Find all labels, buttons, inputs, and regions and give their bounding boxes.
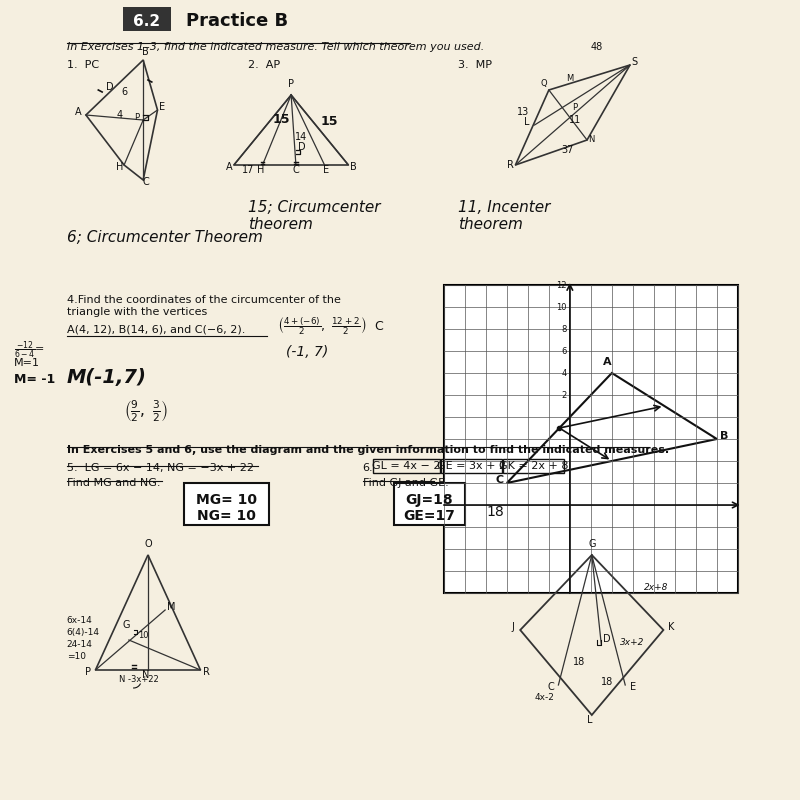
Text: R: R bbox=[202, 667, 210, 677]
Text: G: G bbox=[588, 539, 595, 549]
Text: S: S bbox=[632, 57, 638, 67]
FancyBboxPatch shape bbox=[394, 483, 465, 525]
Bar bbox=[444, 285, 738, 593]
Text: In Exercises 5 and 6, use the diagram and the given information to find the indi: In Exercises 5 and 6, use the diagram an… bbox=[67, 445, 669, 455]
Text: 18: 18 bbox=[573, 657, 585, 667]
Text: 12: 12 bbox=[557, 281, 567, 290]
Text: 2.  AP: 2. AP bbox=[248, 60, 280, 70]
Text: B: B bbox=[142, 47, 149, 57]
Text: D: D bbox=[298, 142, 306, 152]
Text: GE=17: GE=17 bbox=[404, 509, 455, 523]
Text: M=1: M=1 bbox=[14, 358, 40, 368]
Text: 1.  PC: 1. PC bbox=[67, 60, 99, 70]
Text: 14: 14 bbox=[294, 132, 307, 142]
Text: 10: 10 bbox=[557, 302, 567, 311]
Text: R: R bbox=[507, 160, 514, 170]
Text: 18: 18 bbox=[487, 505, 505, 519]
Text: 10: 10 bbox=[138, 631, 149, 640]
Text: D: D bbox=[106, 82, 114, 92]
Text: 4x-2: 4x-2 bbox=[534, 693, 554, 702]
Text: C: C bbox=[142, 177, 150, 187]
Text: 5.  LG = 6x − 14, NG = −3x + 22: 5. LG = 6x − 14, NG = −3x + 22 bbox=[67, 463, 254, 473]
Text: L: L bbox=[587, 715, 593, 725]
Text: 6; Circumcenter Theorem: 6; Circumcenter Theorem bbox=[67, 230, 262, 245]
Text: A: A bbox=[75, 107, 82, 117]
Text: O: O bbox=[144, 539, 152, 549]
Text: B: B bbox=[350, 162, 357, 172]
Text: M: M bbox=[166, 602, 175, 612]
Text: 6.2: 6.2 bbox=[134, 14, 161, 29]
Text: 4: 4 bbox=[116, 110, 122, 120]
Text: M= -1: M= -1 bbox=[14, 373, 55, 386]
Text: 6: 6 bbox=[562, 346, 567, 355]
Text: N: N bbox=[142, 670, 150, 680]
Text: J: J bbox=[511, 622, 514, 632]
Text: N -3x+22: N -3x+22 bbox=[118, 675, 158, 684]
Text: L: L bbox=[524, 117, 530, 127]
Text: B: B bbox=[720, 431, 729, 441]
Text: K: K bbox=[668, 622, 674, 632]
Text: A: A bbox=[602, 357, 611, 367]
Text: C: C bbox=[495, 475, 503, 485]
Text: NG= 10: NG= 10 bbox=[197, 509, 256, 523]
FancyBboxPatch shape bbox=[184, 483, 269, 525]
Text: $\left(\frac{9}{2},\ \frac{3}{2}\right)$: $\left(\frac{9}{2},\ \frac{3}{2}\right)$ bbox=[124, 398, 169, 424]
Text: 3.  MP: 3. MP bbox=[458, 60, 492, 70]
Text: 6x-14: 6x-14 bbox=[67, 616, 93, 625]
Text: Find GJ and GE.: Find GJ and GE. bbox=[362, 478, 449, 488]
Text: C: C bbox=[547, 682, 554, 692]
Text: E: E bbox=[323, 165, 330, 175]
Text: $\left(\frac{4+(-6)}{2},\ \frac{12+2}{2}\right)$  C: $\left(\frac{4+(-6)}{2},\ \frac{12+2}{2}… bbox=[277, 315, 384, 337]
Text: 13: 13 bbox=[517, 107, 530, 117]
Text: MG= 10: MG= 10 bbox=[196, 493, 257, 507]
Text: Find MG and NG.: Find MG and NG. bbox=[67, 478, 160, 488]
Text: GK = 2x + 8: GK = 2x + 8 bbox=[499, 461, 568, 471]
Text: D: D bbox=[603, 634, 611, 644]
Text: 2: 2 bbox=[562, 390, 567, 399]
Text: 18: 18 bbox=[602, 677, 614, 687]
Text: E: E bbox=[630, 682, 636, 692]
Text: 17: 17 bbox=[242, 165, 254, 175]
Text: 3x+2: 3x+2 bbox=[621, 638, 645, 647]
Text: A(4, 12), B(14, 6), and C(−6, 2).: A(4, 12), B(14, 6), and C(−6, 2). bbox=[67, 325, 245, 335]
Text: G: G bbox=[122, 620, 130, 630]
Text: 24-14: 24-14 bbox=[67, 640, 93, 649]
Text: 37: 37 bbox=[562, 145, 574, 155]
Text: C: C bbox=[293, 165, 299, 175]
Text: Q: Q bbox=[541, 79, 547, 88]
Text: P: P bbox=[572, 103, 577, 112]
Text: Practice B: Practice B bbox=[186, 12, 288, 30]
Text: 2x+8: 2x+8 bbox=[644, 583, 669, 592]
Text: P: P bbox=[85, 667, 91, 677]
Text: In Exercises 1–3, find the indicated measure. Tell which theorem you used.: In Exercises 1–3, find the indicated mea… bbox=[67, 42, 484, 52]
Text: 48: 48 bbox=[590, 42, 602, 52]
Text: 4.Find the coordinates of the circumcenter of the
triangle with the vertices: 4.Find the coordinates of the circumcent… bbox=[67, 295, 341, 317]
Text: H: H bbox=[116, 162, 123, 172]
Text: 4: 4 bbox=[562, 369, 567, 378]
Text: 6(4)-14: 6(4)-14 bbox=[67, 628, 100, 637]
Text: GE = 3x + 2: GE = 3x + 2 bbox=[437, 461, 506, 471]
Text: 11: 11 bbox=[569, 115, 581, 125]
Text: =10: =10 bbox=[67, 652, 86, 661]
Text: 15; Circumcenter
theorem: 15; Circumcenter theorem bbox=[248, 200, 381, 232]
Text: M(-1,7): M(-1,7) bbox=[67, 368, 146, 387]
Text: (-1, 7): (-1, 7) bbox=[286, 345, 329, 359]
Text: 11, Incenter
theorem: 11, Incenter theorem bbox=[458, 200, 550, 232]
Text: H: H bbox=[257, 165, 264, 175]
Text: N: N bbox=[588, 135, 594, 144]
Text: A: A bbox=[226, 162, 233, 172]
FancyBboxPatch shape bbox=[123, 7, 171, 31]
Text: GJ=18: GJ=18 bbox=[406, 493, 454, 507]
Text: 15: 15 bbox=[273, 113, 290, 126]
Text: P: P bbox=[134, 113, 139, 122]
Text: E: E bbox=[159, 102, 166, 112]
Text: GL = 4x − 2: GL = 4x − 2 bbox=[372, 461, 441, 471]
Text: M: M bbox=[566, 74, 574, 83]
Text: 6.: 6. bbox=[362, 463, 374, 473]
Text: 15: 15 bbox=[321, 115, 338, 128]
Text: 8: 8 bbox=[562, 325, 567, 334]
Text: $\frac{-12}{6-4}$=: $\frac{-12}{6-4}$= bbox=[14, 340, 46, 362]
Text: P: P bbox=[288, 79, 294, 89]
Text: 6: 6 bbox=[121, 87, 127, 97]
